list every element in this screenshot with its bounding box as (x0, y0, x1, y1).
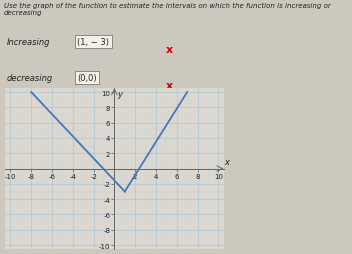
Text: (0,0): (0,0) (77, 74, 97, 83)
Text: Use the graph of the function to estimate the intervals on which the function is: Use the graph of the function to estimat… (4, 3, 330, 16)
Text: x: x (165, 45, 172, 55)
Text: Increasing: Increasing (7, 38, 51, 47)
Text: y: y (118, 90, 122, 99)
Text: (1, − 3): (1, − 3) (77, 38, 109, 47)
Text: decreasing: decreasing (7, 74, 53, 83)
Text: x: x (165, 80, 172, 90)
Text: x: x (225, 158, 230, 167)
